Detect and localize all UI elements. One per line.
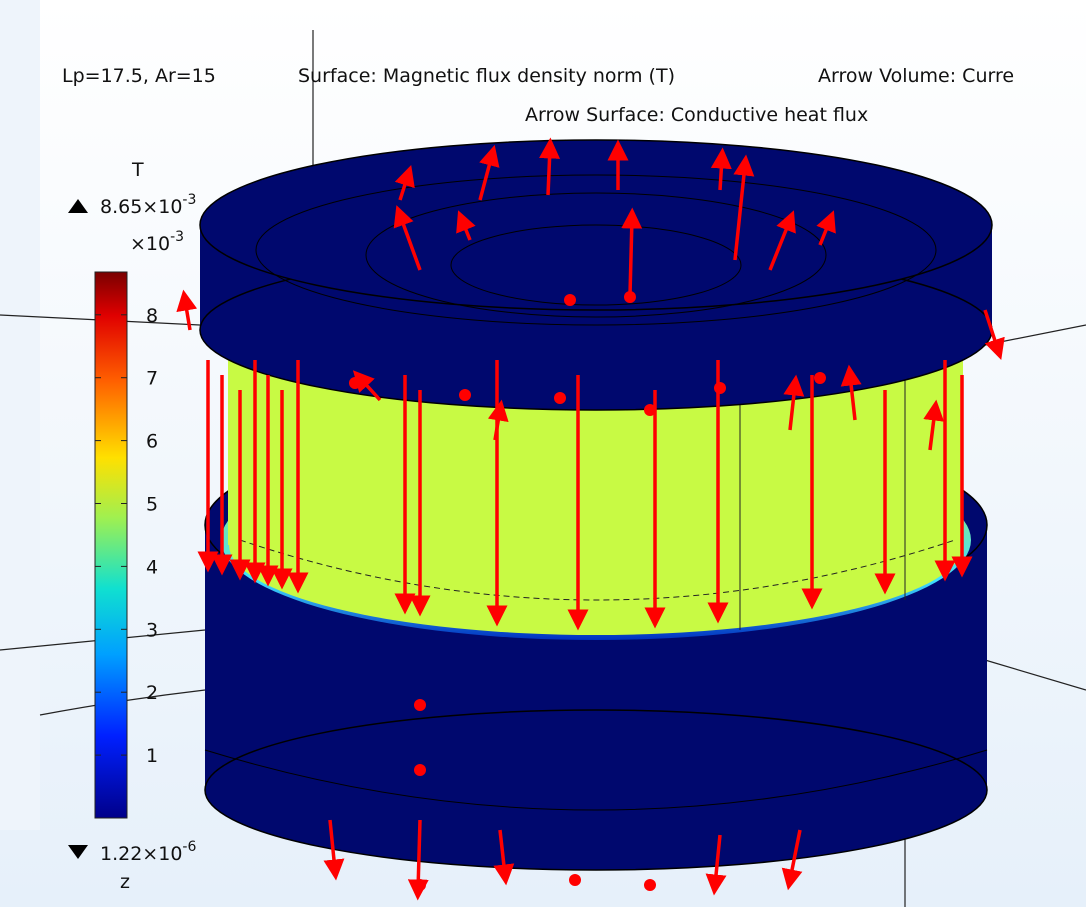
- arrow: [781, 829, 803, 891]
- arrow: [710, 147, 732, 191]
- legend-ticks: 1 2 3 4 5 6 7 8: [95, 305, 158, 767]
- legend-min-exponent: -6: [182, 839, 196, 855]
- legend-scale-exponent: -3: [170, 229, 184, 245]
- arrow-dot: [624, 291, 636, 303]
- min-marker: [68, 845, 88, 859]
- arrow-dot: [554, 392, 566, 404]
- arrow: [394, 164, 415, 201]
- arrow-surface-label: Arrow Surface: Conductive heat flux: [525, 104, 868, 126]
- arrow: [487, 399, 509, 441]
- arrow: [176, 289, 198, 331]
- arrow-dot: [349, 377, 361, 389]
- legend-max-exponent: -3: [182, 192, 196, 208]
- tick-label: 5: [146, 494, 158, 516]
- arrow: [783, 374, 805, 431]
- upper-ring: [199, 139, 993, 411]
- arrow: [816, 210, 836, 246]
- legend-max-base: 8.65×10: [100, 196, 182, 218]
- tick-label: 7: [146, 368, 158, 390]
- arrows: [176, 137, 1005, 901]
- arrow: [539, 137, 561, 196]
- tick-label: 4: [146, 556, 158, 578]
- arrow-dot: [569, 874, 581, 886]
- arrow: [456, 210, 476, 241]
- tick-label: 3: [146, 619, 158, 641]
- tick-label: 1: [146, 745, 158, 767]
- arrow-dot: [414, 879, 426, 891]
- tick-label: 6: [146, 431, 158, 453]
- arrow-dot: [714, 382, 726, 394]
- arrow: [840, 364, 862, 421]
- legend-min-base: 1.22×10: [100, 843, 182, 865]
- arrow: [493, 829, 515, 886]
- arrow: [733, 154, 755, 261]
- tick-label: 8: [146, 305, 158, 327]
- arrow: [768, 210, 796, 271]
- arrow: [352, 370, 382, 402]
- arrow: [923, 399, 945, 451]
- arrow-dot: [414, 764, 426, 776]
- legend-scale-base: ×10: [130, 233, 170, 255]
- legend-scale: ×10-3: [130, 229, 184, 255]
- arrow-dot: [814, 372, 826, 384]
- arrow-dot: [564, 294, 576, 306]
- legend-min: 1.22×10-6: [100, 839, 196, 865]
- arrow-dot: [459, 389, 471, 401]
- arrow-dot: [644, 404, 656, 416]
- arrow: [621, 207, 643, 296]
- surface-label: Surface: Magnetic flux density norm (T): [298, 65, 675, 87]
- arrow: [393, 205, 422, 271]
- color-bar: [94, 271, 128, 819]
- arrow-volume-label: Arrow Volume: Curre: [818, 65, 1014, 87]
- axis-label: z: [120, 871, 130, 893]
- arrow: [323, 819, 345, 881]
- arrow: [983, 309, 1005, 360]
- arrow: [407, 819, 429, 901]
- legend-unit: T: [131, 159, 144, 181]
- ghost-window: [0, 0, 40, 830]
- arrow: [478, 144, 500, 201]
- max-marker: [68, 199, 88, 213]
- arrow-dot: [414, 699, 426, 711]
- tick-label: 2: [146, 682, 158, 704]
- parameters: Lp=17.5, Ar=15: [62, 65, 216, 87]
- arrow-dot: [644, 879, 656, 891]
- arrow: [705, 834, 727, 896]
- legend-max: 8.65×10-3: [100, 192, 196, 218]
